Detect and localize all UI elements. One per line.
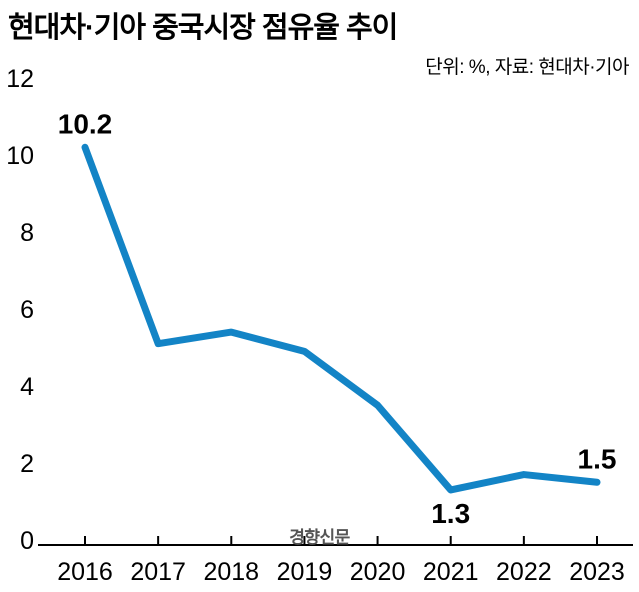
chart-title: 현대차·기아 중국시장 점유율 추이 xyxy=(8,12,398,44)
x-axis-label: 2016 xyxy=(57,558,113,586)
x-axis-label: 2021 xyxy=(423,558,479,586)
data-point-label: 10.2 xyxy=(58,108,113,139)
trend-line xyxy=(81,143,601,494)
unit-source-note: 단위: %, 자료: 현대차·기아 xyxy=(425,57,629,78)
y-axis-label: 12 xyxy=(6,65,34,93)
y-axis-label: 2 xyxy=(20,450,34,478)
y-axis-label: 8 xyxy=(20,219,34,247)
x-axis-label: 2019 xyxy=(277,558,333,586)
data-point-label: 1.5 xyxy=(578,443,617,474)
y-axis-label: 4 xyxy=(20,373,34,401)
x-axis-label: 2018 xyxy=(203,558,259,586)
y-axis-label: 10 xyxy=(6,142,34,170)
x-axis-label: 2023 xyxy=(569,558,625,586)
x-axis-label: 2017 xyxy=(130,558,186,586)
y-axis-label: 6 xyxy=(20,296,34,324)
data-point-label: 1.3 xyxy=(431,498,470,529)
y-axis-label: 0 xyxy=(20,527,34,555)
x-axis-label: 2022 xyxy=(496,558,552,586)
x-axis-label: 2020 xyxy=(350,558,406,586)
